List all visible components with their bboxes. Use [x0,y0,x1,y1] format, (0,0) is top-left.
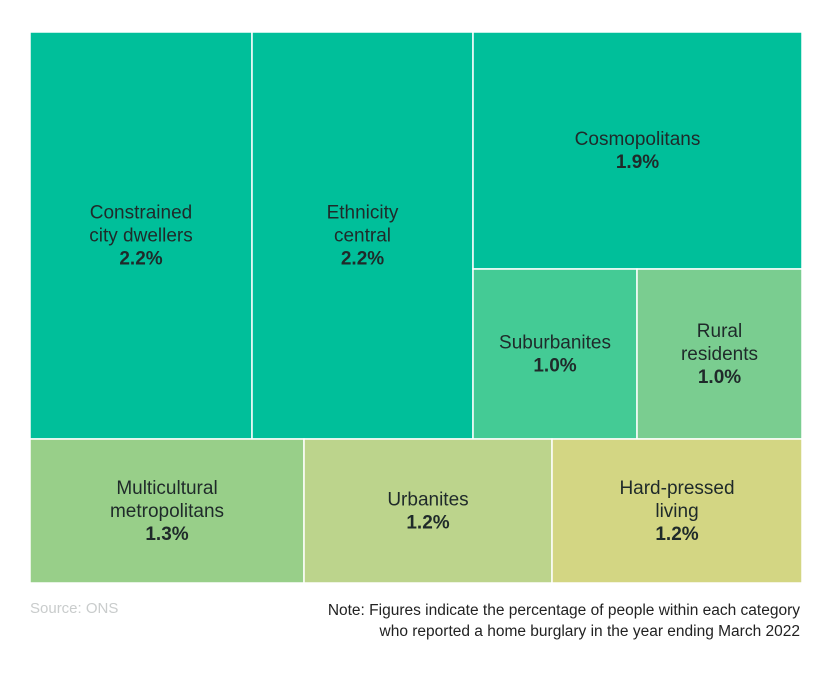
tile-value-label: 1.2% [655,524,698,545]
tile-category-label: Suburbanites [499,332,611,353]
tile-category-label: Urbanites [387,489,468,510]
tile-category-label: central [334,225,391,246]
treemap-tile [29,31,253,440]
note-line-2: who reported a home burglary in the year… [379,623,800,640]
tile-category-label: metropolitans [110,501,224,522]
tile-value-label: 2.2% [119,248,162,269]
treemap-tile [29,438,305,584]
treemap-tile [303,438,553,584]
note-text: Note: Figures indicate the percentage of… [328,600,800,642]
chart-footer: Source: ONS Note: Figures indicate the p… [30,600,800,660]
tile-category-label: Hard-pressed [619,478,734,499]
tile-category-label: Constrained [90,202,192,223]
tile-value-label: 1.0% [698,367,741,388]
note-line-1: Note: Figures indicate the percentage of… [327,602,800,619]
source-label: Source: ONS [30,600,119,617]
tile-value-label: 1.0% [533,355,576,376]
tile-category-label: Cosmopolitans [575,129,701,150]
tile-value-label: 2.2% [341,248,384,269]
treemap-tile [472,268,638,440]
treemap-tile [551,438,803,584]
tile-category-label: Multicultural [116,478,217,499]
treemap-tile [251,31,474,440]
tile-category-label: Ethnicity [327,202,399,223]
tile-category-label: city dwellers [89,225,192,246]
treemap-tile [636,268,803,440]
tile-value-label: 1.2% [406,512,449,533]
tile-category-label: residents [681,344,758,365]
treemap-tile [472,31,803,270]
tile-value-label: 1.9% [616,152,659,173]
tile-category-label: Rural [697,321,742,342]
tile-value-label: 1.3% [145,524,188,545]
tile-category-label: living [655,501,698,522]
